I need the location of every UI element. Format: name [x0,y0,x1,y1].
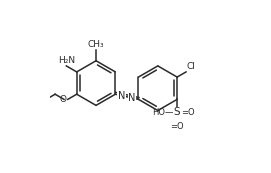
Text: =O: =O [170,122,184,131]
Text: N: N [118,91,125,101]
Text: HO—: HO— [152,108,173,117]
Text: H₂N: H₂N [58,56,75,65]
Text: =O: =O [181,108,195,117]
Text: CH₃: CH₃ [88,40,104,49]
Text: S: S [174,107,180,117]
Text: O: O [60,95,67,104]
Text: Cl: Cl [186,62,195,71]
Text: N: N [128,93,136,103]
